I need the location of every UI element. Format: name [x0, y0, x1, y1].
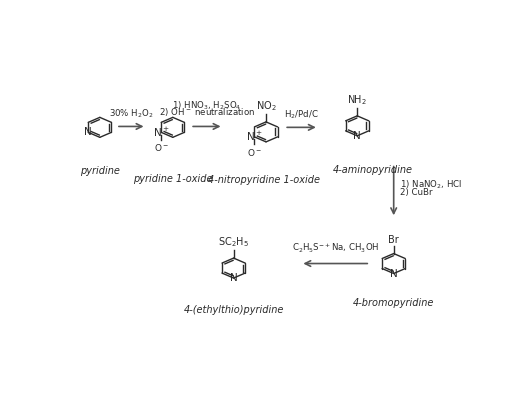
Text: pyridine 1-oxide: pyridine 1-oxide — [133, 174, 212, 184]
Text: N: N — [84, 127, 92, 137]
Text: 4-nitropyridine 1-oxide: 4-nitropyridine 1-oxide — [208, 175, 320, 185]
Text: 1) HNO$_3$, H$_2$SO$_4$: 1) HNO$_3$, H$_2$SO$_4$ — [172, 100, 242, 112]
Text: C$_2$H$_5$S$^{-+}$Na, CH$_3$OH: C$_2$H$_5$S$^{-+}$Na, CH$_3$OH — [292, 242, 379, 255]
Text: N: N — [354, 131, 361, 141]
Text: N: N — [390, 268, 397, 279]
Text: 30% H$_2$O$_2$: 30% H$_2$O$_2$ — [109, 108, 154, 120]
Text: 2) CuBr: 2) CuBr — [400, 188, 433, 197]
Text: O$^-$: O$^-$ — [154, 142, 169, 153]
Text: SC$_2$H$_5$: SC$_2$H$_5$ — [218, 235, 249, 249]
Text: N: N — [230, 273, 237, 283]
Text: 4-(ethylthio)pyridine: 4-(ethylthio)pyridine — [184, 305, 284, 316]
Text: Br: Br — [388, 235, 399, 245]
Text: H$_2$/Pd/C: H$_2$/Pd/C — [285, 109, 319, 121]
Text: O$^-$: O$^-$ — [247, 147, 262, 158]
Text: 1) NaNO$_2$, HCl: 1) NaNO$_2$, HCl — [400, 178, 462, 191]
Text: N$^+$: N$^+$ — [153, 126, 169, 139]
Text: N$^+$: N$^+$ — [246, 130, 263, 143]
Text: 4-bromopyridine: 4-bromopyridine — [353, 298, 435, 308]
Text: 4-aminopyridine: 4-aminopyridine — [333, 165, 413, 175]
Text: NO$_2$: NO$_2$ — [256, 99, 276, 113]
Text: 2) OH$^-$ neutralization: 2) OH$^-$ neutralization — [158, 106, 255, 118]
Text: pyridine: pyridine — [80, 166, 120, 176]
Text: NH$_2$: NH$_2$ — [347, 93, 367, 107]
